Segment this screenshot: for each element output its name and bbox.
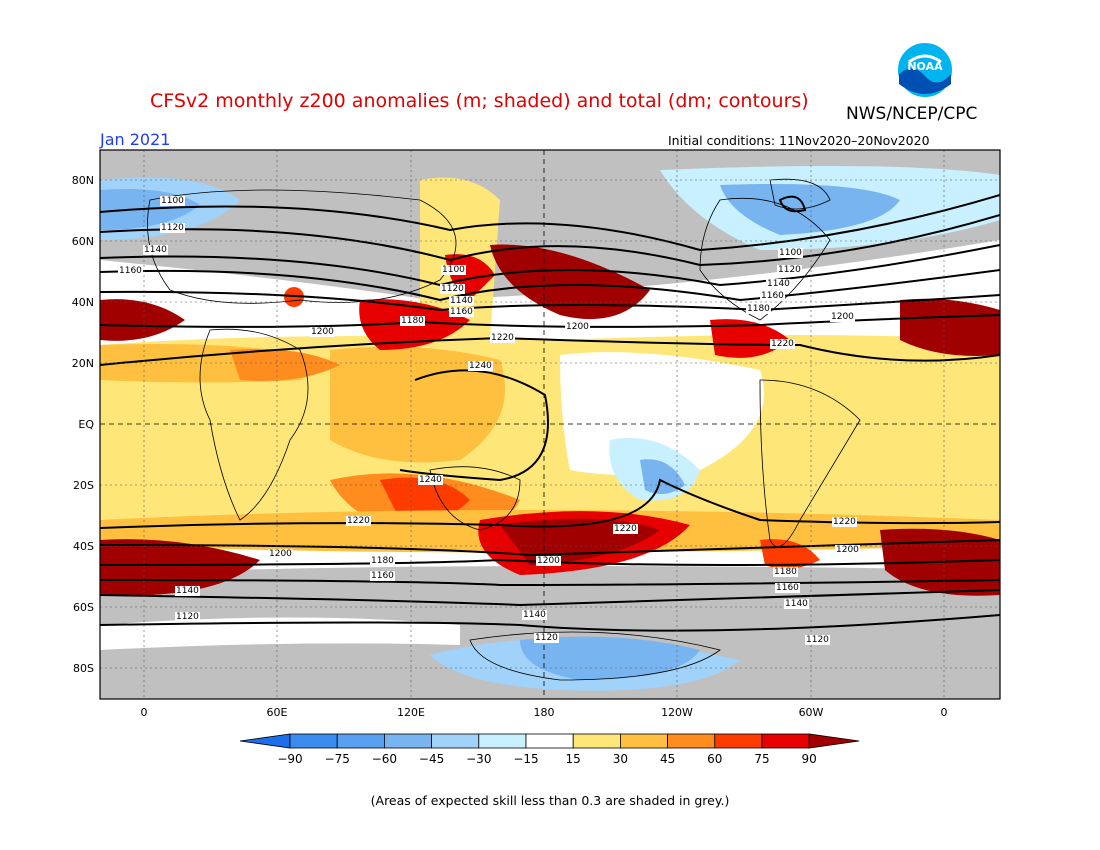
reference-lines — [100, 150, 1000, 699]
colorbar-swatch — [525, 733, 574, 749]
contour-label: 1200 — [835, 545, 860, 555]
positive-anomaly-tropics — [100, 335, 1000, 530]
lon-tick: 60W — [798, 706, 824, 719]
lat-tick: 60N — [71, 235, 94, 248]
colorbar-swatch — [620, 733, 669, 749]
contour-label: 1140 — [449, 296, 474, 306]
lon-tick: 120W — [661, 706, 693, 719]
lon-tick: 0 — [940, 706, 948, 719]
contour-label: 1200 — [536, 556, 561, 566]
contour-label: 1140 — [784, 599, 809, 609]
lon-tick: 120E — [397, 706, 425, 719]
contour-label: 1200 — [565, 322, 590, 332]
colorbar-swatch — [761, 733, 810, 749]
contour-label: 1240 — [418, 475, 443, 485]
lat-tick: 80N — [71, 174, 94, 187]
contour-label: 1200 — [830, 312, 855, 322]
contour-label: 1160 — [775, 583, 800, 593]
colorbar-max-arrow — [808, 733, 860, 749]
colorbar-label: 60 — [707, 752, 723, 766]
contour-label: 1140 — [766, 279, 791, 289]
logo-text: NOAA — [907, 60, 943, 73]
colorbar-label: 75 — [754, 752, 770, 766]
contour-label: 1220 — [346, 516, 371, 526]
agency-label: NWS/NCEP/CPC — [846, 104, 978, 124]
contour-label: 1220 — [613, 524, 638, 534]
contour-label: 1160 — [118, 266, 143, 276]
contour-label: 1120 — [534, 633, 559, 643]
contour-label: 1160 — [370, 571, 395, 581]
lat-lon-grid — [100, 150, 1000, 699]
colorbar-label: −60 — [371, 752, 398, 766]
lat-tick: 40S — [73, 540, 94, 553]
initial-conditions: Initial conditions: 11Nov2020–20Nov2020 — [668, 133, 930, 148]
colorbar-swatch — [478, 733, 527, 749]
contour-label: 1120 — [160, 223, 185, 233]
colorbar-label: −15 — [513, 752, 539, 766]
contour-label: 1120 — [777, 265, 802, 275]
coastlines — [147, 178, 861, 681]
colorbar-swatch — [336, 733, 385, 749]
contour-label: 1140 — [175, 586, 200, 596]
colorbar-label: 90 — [801, 752, 817, 766]
contour-label: 1100 — [160, 196, 185, 206]
colorbar-label: 15 — [565, 752, 581, 766]
colorbar-label: −30 — [466, 752, 492, 766]
lon-tick: 180 — [533, 706, 555, 719]
lat-tick: 20N — [71, 357, 94, 370]
contour-label: 1160 — [760, 291, 785, 301]
lat-tick: 40N — [71, 296, 94, 309]
colorbar-swatch — [572, 733, 621, 749]
colorbar-label: 30 — [612, 752, 629, 766]
contour-label: 1180 — [370, 556, 395, 566]
contour-label: 1240 — [468, 361, 493, 371]
contour-label: 1200 — [310, 327, 335, 337]
colorbar — [239, 733, 860, 749]
contour-label: 1120 — [805, 635, 830, 645]
contour-label: 1180 — [400, 316, 425, 326]
colorbar-swatch — [289, 733, 338, 749]
colorbar-label: 45 — [659, 752, 676, 766]
positive-anomaly-south — [100, 539, 260, 596]
lat-tick: 20S — [73, 479, 94, 492]
contour-label: 1140 — [522, 610, 547, 620]
contour-label: 1120 — [175, 612, 200, 622]
lat-tick: EQ — [78, 418, 94, 431]
colorbar-swatch — [714, 733, 763, 749]
positive-anomaly-orange — [330, 346, 505, 463]
contour-label: 1180 — [746, 304, 771, 314]
colorbar-label: −90 — [277, 752, 303, 766]
noaa-logo: NOAA — [896, 41, 954, 99]
lat-tick: 60S — [73, 601, 94, 614]
skill-note: (Areas of expected skill less than 0.3 a… — [370, 793, 730, 808]
contour-label: 1140 — [143, 245, 168, 255]
map-title: CFSv2 monthly z200 anomalies (m; shaded)… — [150, 90, 809, 112]
lon-tick: 0 — [140, 706, 148, 719]
forecast-month: Jan 2021 — [100, 130, 171, 149]
contour-label: 1220 — [770, 339, 795, 349]
map-frame — [99, 149, 1001, 700]
contour-label: 1180 — [773, 567, 798, 577]
colorbar-label: −45 — [418, 752, 445, 766]
contour-label: 1100 — [441, 265, 466, 275]
lat-tick: 80S — [73, 662, 94, 675]
colorbar-label: −75 — [324, 752, 350, 766]
colorbar-swatch — [383, 733, 432, 749]
lon-tick: 60E — [266, 706, 288, 719]
contour-label: 1120 — [440, 284, 465, 294]
contour-label: 1160 — [449, 307, 474, 317]
contour-label: 1220 — [832, 517, 857, 527]
contour-label: 1220 — [490, 333, 515, 343]
colorbar-swatch — [667, 733, 716, 749]
colorbar-swatch — [431, 733, 480, 749]
contour-label: 1100 — [778, 248, 803, 258]
colorbar-min-arrow — [239, 733, 291, 749]
contour-label: 1200 — [268, 549, 293, 559]
